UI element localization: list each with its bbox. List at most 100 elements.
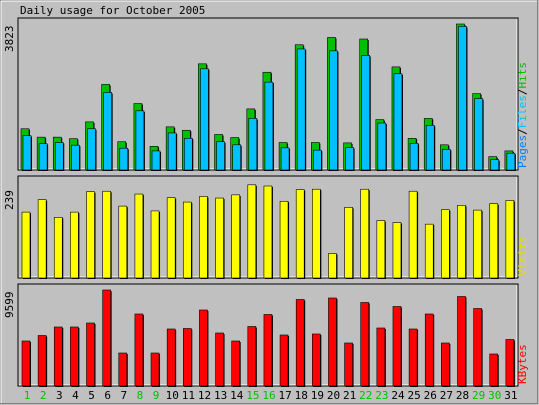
bar-kbytes-6: [102, 289, 111, 387]
bar-kbytes-3: [53, 326, 63, 387]
x-tick-label-11: 11: [182, 389, 195, 402]
bar-kbytes-13: [215, 332, 224, 387]
legend-separator: /: [516, 89, 529, 96]
x-tick-label-28: 28: [456, 389, 469, 402]
bar-visits-22: [360, 188, 370, 279]
x-tick-label-6: 6: [104, 389, 111, 402]
bar-visits-31: [505, 200, 515, 279]
bar-kbytes-5: [86, 322, 95, 387]
x-tick-label-15: 15: [246, 389, 259, 402]
legend-pages: Pages: [516, 135, 529, 168]
bar-visits-29: [473, 209, 482, 279]
bar-visits-21: [344, 207, 353, 279]
bar-files-19: [313, 149, 322, 171]
bar-files-21: [345, 147, 354, 171]
bar-files-9: [151, 150, 161, 171]
bar-kbytes-25: [408, 328, 418, 387]
x-tick-label-30: 30: [488, 389, 501, 402]
x-tick-label-17: 17: [279, 389, 292, 402]
legend-files: Files: [516, 95, 529, 128]
bar-visits-6: [102, 190, 111, 279]
bar-visits-23: [376, 220, 386, 279]
x-tick-label-8: 8: [137, 389, 144, 402]
bar-files-11: [183, 138, 193, 171]
bar-visits-8: [134, 193, 144, 279]
bar-kbytes-17: [279, 334, 289, 387]
bar-kbytes-29: [473, 308, 482, 387]
x-tick-label-20: 20: [327, 389, 340, 402]
bar-kbytes-8: [134, 313, 144, 387]
bar-visits-16: [263, 185, 273, 279]
bar-visits-26: [424, 223, 434, 279]
bar-visits-2: [37, 199, 47, 279]
bar-files-29: [474, 98, 483, 171]
legend-separator: /: [516, 128, 529, 135]
bar-kbytes-16: [263, 314, 273, 387]
legend-1: Pages/Files/Hits: [516, 62, 529, 168]
bar-kbytes-19: [312, 333, 321, 387]
bar-visits-27: [441, 209, 450, 279]
x-tick-label-14: 14: [230, 389, 244, 402]
bar-kbytes-12: [199, 309, 208, 387]
bar-files-18: [296, 48, 306, 171]
x-tick-label-2: 2: [40, 389, 47, 402]
bar-files-25: [409, 142, 419, 171]
x-tick-label-10: 10: [166, 389, 179, 402]
bar-files-3: [54, 142, 64, 171]
bar-kbytes-27: [441, 342, 450, 387]
bar-visits-25: [408, 190, 418, 279]
x-tick-label-18: 18: [295, 389, 308, 402]
bar-visits-15: [247, 184, 257, 279]
bar-visits-4: [70, 211, 79, 279]
x-tick-label-16: 16: [262, 389, 275, 402]
bar-kbytes-28: [457, 296, 466, 387]
x-tick-label-5: 5: [88, 389, 95, 402]
legend-3: KBytes: [516, 344, 529, 384]
x-tick-label-24: 24: [391, 389, 405, 402]
bar-files-7: [119, 147, 129, 171]
bar-kbytes-14: [231, 340, 240, 387]
x-tick-label-9: 9: [153, 389, 160, 402]
bar-files-24: [393, 73, 403, 171]
bar-kbytes-11: [182, 328, 192, 387]
bar-visits-3: [53, 217, 63, 279]
bar-visits-17: [279, 200, 289, 279]
ymax-label-2: 239: [3, 190, 16, 210]
bar-kbytes-30: [489, 353, 499, 387]
ymax-label-3: 9599: [3, 292, 16, 319]
bar-visits-9: [150, 210, 160, 279]
bar-kbytes-21: [344, 342, 353, 387]
legend-hits: Hits: [516, 62, 529, 89]
x-tick-label-31: 31: [504, 389, 517, 402]
bar-kbytes-31: [505, 339, 515, 387]
bar-files-5: [87, 128, 96, 171]
bar-files-26: [425, 125, 435, 171]
bar-visits-28: [457, 204, 466, 279]
x-tick-label-27: 27: [440, 389, 453, 402]
bar-visits-13: [215, 197, 224, 279]
bar-files-28: [458, 26, 467, 171]
legend-2: Visits: [516, 236, 529, 276]
bar-visits-5: [86, 191, 95, 279]
x-tick-label-3: 3: [56, 389, 63, 402]
bar-files-15: [248, 118, 258, 171]
bar-files-1: [22, 135, 32, 171]
bar-files-13: [216, 141, 225, 171]
legend-kbytes: KBytes: [516, 344, 529, 384]
x-tick-label-25: 25: [408, 389, 421, 402]
bar-kbytes-26: [424, 313, 434, 387]
bar-visits-14: [231, 194, 240, 279]
x-tick-label-13: 13: [214, 389, 227, 402]
bar-files-10: [167, 132, 177, 171]
bar-files-14: [232, 144, 241, 171]
bar-kbytes-18: [295, 299, 305, 387]
bar-visits-18: [295, 189, 305, 279]
bar-visits-7: [118, 205, 128, 279]
bar-visits-11: [182, 201, 192, 279]
bar-files-4: [71, 144, 80, 171]
bar-visits-10: [166, 197, 176, 279]
bar-visits-1: [21, 211, 31, 279]
bar-files-27: [442, 149, 451, 171]
bar-files-6: [103, 92, 112, 171]
